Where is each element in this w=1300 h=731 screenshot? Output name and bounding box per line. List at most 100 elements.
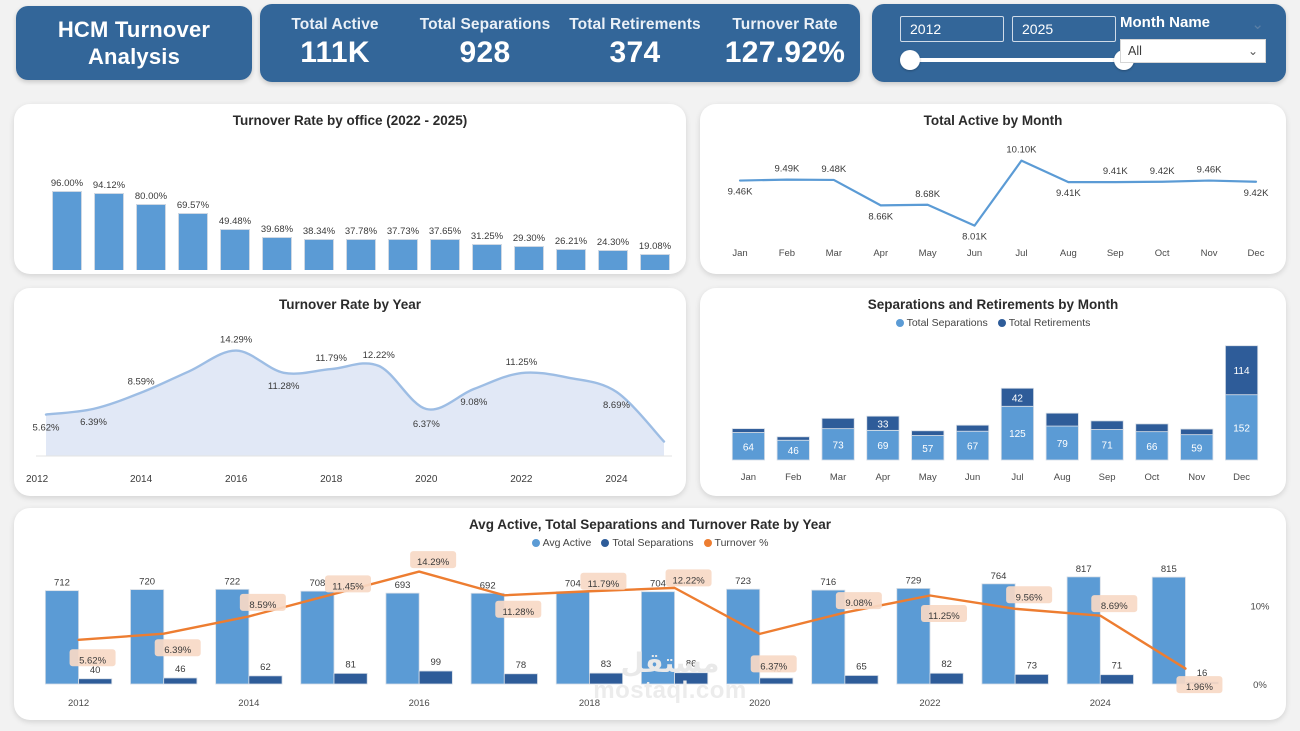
bar-total-separations[interactable] xyxy=(1225,394,1259,461)
office-bar-group[interactable]: 19.08% HumanResour… xyxy=(639,140,671,274)
bar[interactable] xyxy=(220,229,250,270)
data-label: 42 xyxy=(1012,393,1024,404)
bar-total-separations[interactable] xyxy=(911,435,945,461)
bar[interactable] xyxy=(640,254,670,270)
bar-total-separations[interactable] xyxy=(1045,425,1079,461)
bar-total-retirements[interactable] xyxy=(1045,412,1079,427)
data-label: 65 xyxy=(856,661,867,672)
office-bar-group[interactable]: 69.57% BusinessMana… xyxy=(177,140,217,274)
bar[interactable] xyxy=(94,192,124,270)
bar-total-separations[interactable] xyxy=(248,675,283,685)
bar-avg-active[interactable] xyxy=(385,592,420,685)
bar[interactable] xyxy=(178,212,208,270)
bar-total-separations[interactable] xyxy=(163,677,198,685)
bar-avg-active[interactable] xyxy=(44,590,79,685)
bar[interactable] xyxy=(556,248,586,270)
data-label: 723 xyxy=(735,576,751,587)
data-label: 46 xyxy=(175,664,186,675)
bar-total-separations[interactable] xyxy=(1014,674,1049,685)
legend-item-total-retirements[interactable]: Total Retirements xyxy=(997,317,1090,329)
bar-total-separations[interactable] xyxy=(78,678,113,685)
office-bar-group[interactable]: 39.68% Inform…Techn… xyxy=(261,140,299,274)
bar-total-separations[interactable] xyxy=(1180,434,1214,461)
bar-total-separations[interactable] xyxy=(1090,429,1124,461)
year-range-slider-track[interactable] xyxy=(900,50,1134,70)
bar-avg-active[interactable] xyxy=(811,589,846,685)
bar-total-retirements[interactable] xyxy=(1225,345,1259,396)
legend-item-total-separations[interactable]: Total Separations xyxy=(895,317,988,329)
office-bar-group[interactable]: 26.21% CriminalJustice… xyxy=(555,140,591,274)
bar-total-retirements[interactable] xyxy=(776,436,810,441)
office-bar-group[interactable]: 49.48% AuditServices xyxy=(219,140,251,274)
year-range-slicer[interactable]: 2012 2025 xyxy=(900,16,1134,70)
office-bar-group[interactable]: 37.73% BranchAccou… xyxy=(387,140,419,274)
bar-total-retirements[interactable] xyxy=(1180,428,1214,436)
bar-total-retirements[interactable] xyxy=(821,417,855,430)
month-name-dropdown[interactable]: All ⌄ xyxy=(1120,39,1266,63)
office-bar-group[interactable]: 37.65% PublicAffairs xyxy=(429,140,461,274)
bar-total-separations[interactable] xyxy=(844,675,879,685)
bar-avg-active[interactable] xyxy=(896,588,931,685)
bar-total-separations[interactable] xyxy=(956,430,990,461)
office-bar-group[interactable]: 24.30% Centerfor Ju… xyxy=(597,140,629,274)
bar-total-retirements[interactable] xyxy=(1090,420,1124,430)
office-bar-group[interactable]: 96.00% Execut…Office xyxy=(51,140,91,274)
bar[interactable] xyxy=(598,250,628,270)
legend-item-avg-active[interactable]: Avg Active xyxy=(531,537,591,549)
bar-total-retirements[interactable] xyxy=(1000,387,1034,407)
office-bar-group[interactable]: 80.00% BudgetServices xyxy=(135,140,167,274)
chart-total-active-by-month[interactable]: Total Active by Month 9.46K 9.49K 9.48K 8.6… xyxy=(700,104,1286,274)
bar-total-retirements[interactable] xyxy=(731,428,765,433)
bar-total-separations[interactable] xyxy=(589,672,624,685)
bar-avg-active[interactable] xyxy=(1151,576,1186,685)
kpi-total-retirements-value: 374 xyxy=(609,36,661,69)
bar[interactable] xyxy=(472,244,502,270)
chart-turnover-rate-by-office[interactable]: Turnover Rate by office (2022 - 2025) 96… xyxy=(14,104,686,274)
data-label: 9.46K xyxy=(728,187,753,198)
data-label: 8.68K xyxy=(915,189,940,200)
bar[interactable] xyxy=(304,238,334,270)
bar-total-separations[interactable] xyxy=(333,672,368,685)
bar-avg-active[interactable] xyxy=(555,591,590,685)
office-bar-group[interactable]: 38.34% FacilitiesServices xyxy=(303,140,341,274)
legend-item-total-separations[interactable]: Total Separations xyxy=(601,537,694,549)
chart-avg-active-separations-turnover-by-year[interactable]: Avg Active, Total Separations and Turnov… xyxy=(14,508,1286,720)
bar-avg-active[interactable] xyxy=(640,591,675,685)
bar-total-separations[interactable] xyxy=(418,670,453,685)
chart-separations-retirements-by-month[interactable]: Separations and Retirements by Month Tot… xyxy=(700,288,1286,496)
year-from-input[interactable]: 2012 xyxy=(900,16,1004,42)
bar-total-retirements[interactable] xyxy=(1135,423,1169,433)
office-bar-group[interactable]: 31.25% Leader…Suppo… xyxy=(471,140,512,274)
data-label: 73 xyxy=(833,440,845,451)
bar-total-retirements[interactable] xyxy=(911,430,945,436)
bar[interactable] xyxy=(346,239,376,270)
bar[interactable] xyxy=(52,191,82,270)
bar[interactable] xyxy=(136,204,166,270)
bar[interactable] xyxy=(262,237,292,270)
bar[interactable] xyxy=(514,245,544,270)
office-bar-group[interactable]: 37.78% Centerfor Fa… xyxy=(345,140,377,274)
bar-total-separations[interactable] xyxy=(929,672,964,685)
bar-total-retirements[interactable] xyxy=(956,424,990,432)
year-to-input[interactable]: 2025 xyxy=(1012,16,1116,42)
data-label: 11.79% xyxy=(315,353,347,364)
year-range-handle-left[interactable] xyxy=(900,50,920,70)
bar-total-separations[interactable] xyxy=(1099,674,1134,685)
bar-total-separations[interactable] xyxy=(759,677,794,685)
bar-avg-active[interactable] xyxy=(300,590,335,685)
office-bar-group[interactable]: 94.12% Gover…Affairs xyxy=(93,140,130,274)
bar-total-separations[interactable] xyxy=(503,673,538,685)
bar-total-separations[interactable] xyxy=(674,672,709,685)
bar-avg-active[interactable] xyxy=(1066,576,1101,685)
bar[interactable] xyxy=(430,239,460,270)
bar-total-separations[interactable] xyxy=(866,429,900,461)
office-bar-group[interactable]: 29.30% LegalServices xyxy=(513,140,545,274)
bar-total-separations[interactable] xyxy=(1000,405,1034,461)
chart-turnover-rate-by-year[interactable]: Turnover Rate by Year 5.62% 6.39% 8.59% 14.… xyxy=(14,288,686,496)
bar-total-separations[interactable] xyxy=(821,428,855,461)
bar[interactable] xyxy=(388,239,418,270)
bar-total-retirements[interactable] xyxy=(866,415,900,431)
chevron-down-icon[interactable]: ⌄ xyxy=(1251,16,1264,33)
legend-item-turnover-percent[interactable]: Turnover % xyxy=(703,537,768,549)
legend-color-swatch xyxy=(531,539,540,548)
